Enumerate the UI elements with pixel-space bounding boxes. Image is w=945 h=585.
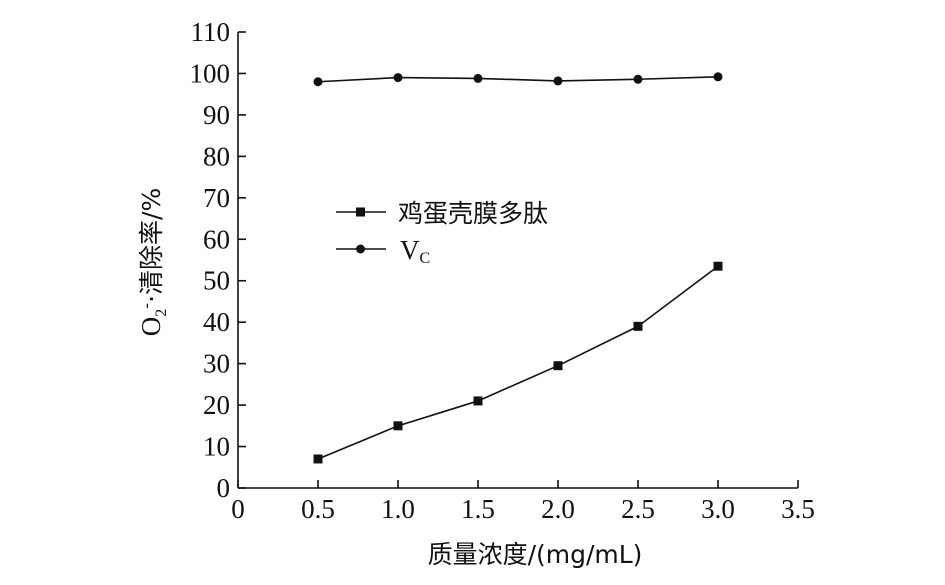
x-axis-label: 质量浓度/(mg/mL) [428,540,643,569]
data-point-circle [473,73,483,83]
legend-marker-square [356,207,365,217]
legend-label-vc: VC [400,235,430,267]
data-point-square [713,261,723,271]
y-tick-label: 110 [191,17,231,47]
x-tick-label: 3.0 [701,494,735,524]
y-tick-label: 30 [203,349,230,379]
data-point-square [633,321,643,331]
y-tick-label: 90 [203,100,230,130]
data-point-square [393,421,403,431]
x-tick-label: 2.5 [621,494,655,524]
legend-label-egg-membrane-peptide: 鸡蛋壳膜多肽 [398,199,548,228]
ticks: 0 10 20 30 40 50 60 70 80 90 100 110 0 0.5 1.0 1.5 2.0 2.… [190,17,815,524]
x-tick-label: 0.5 [301,494,335,524]
data-point-circle [553,76,563,86]
y-tick-label: 70 [203,183,230,213]
data-point-square [553,361,563,371]
x-tick-label: 3.5 [781,494,815,524]
y-tick-label: 10 [203,432,230,462]
x-tick-label: 0 [231,494,245,524]
data-point-circle [633,74,643,84]
y-tick-label: 40 [203,307,230,337]
legend-marker-circle [356,244,365,254]
x-tick-label: 2.0 [541,494,575,524]
data-point-square [313,454,323,464]
y-tick-label: 50 [203,266,230,296]
series-line-1 [317,75,719,83]
y-axis-label: O2-·清除率/% [136,188,170,336]
series-line-0 [317,265,719,460]
y-tick-label: 80 [203,141,230,171]
axes [237,32,798,489]
data-point-circle [313,77,323,87]
data-point-circle [393,73,403,83]
data-point-circle [713,72,723,82]
y-tick-label: 20 [203,390,230,420]
x-tick-label: 1.5 [461,494,495,524]
data-point-square [473,396,483,406]
y-tick-label: 0 [217,473,231,503]
series-layer [313,72,723,464]
x-tick-label: 1.0 [381,494,415,524]
legend: 鸡蛋壳膜多肽 VC [336,199,548,267]
y-tick-label: 60 [203,224,230,254]
y-tick-label: 100 [190,58,231,88]
